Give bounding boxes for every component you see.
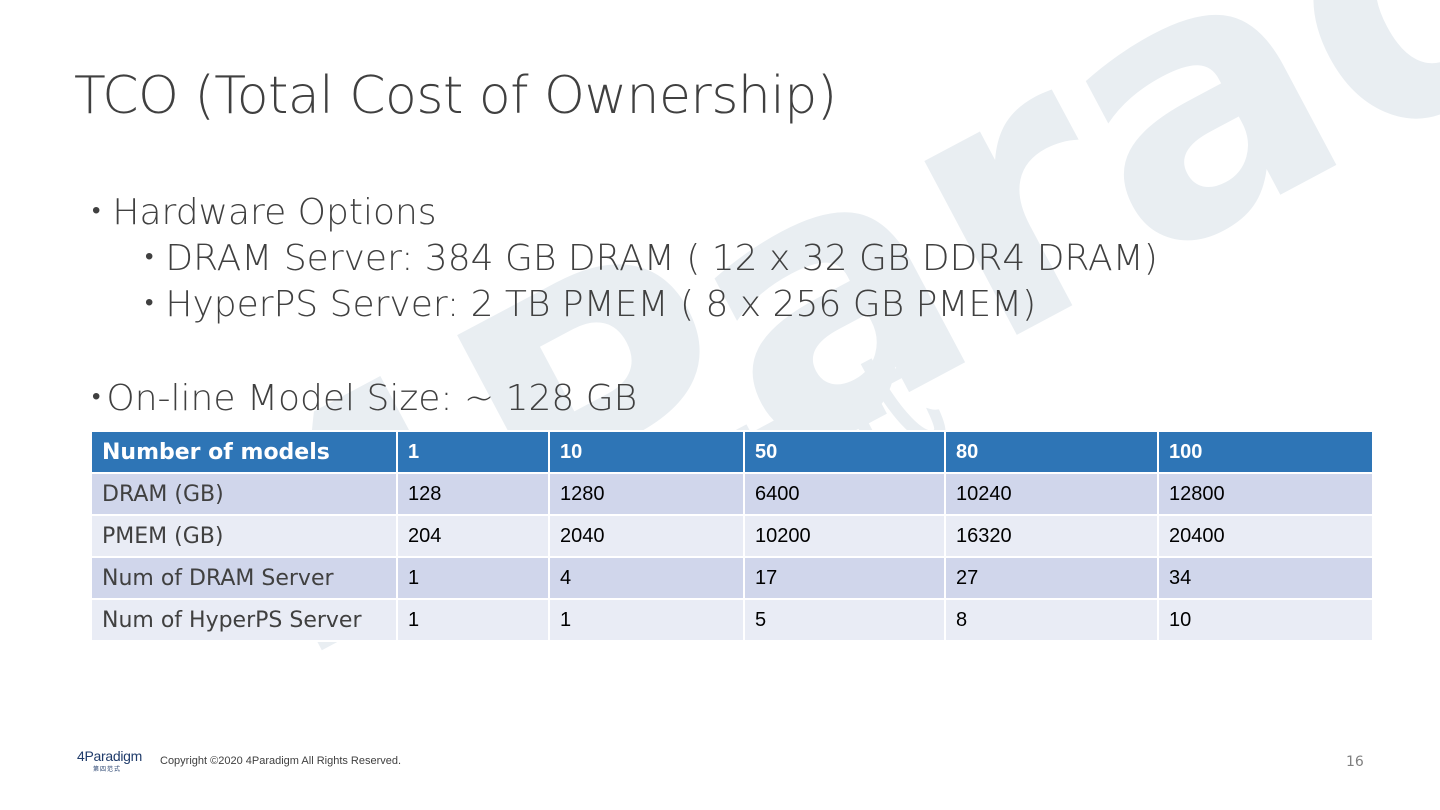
table-cell: 128 — [396, 472, 550, 516]
table-row: Num of DRAM Server 1 4 17 27 34 — [90, 556, 1374, 600]
table-header-row: Number of models 1 10 50 80 100 — [90, 430, 1374, 474]
table-cell: 1280 — [548, 472, 745, 516]
table-header-cell: 80 — [944, 430, 1159, 474]
logo-subtext: 第四范式 — [93, 766, 122, 773]
table-header-cell: 1 — [396, 430, 550, 474]
footer-logo: 4Paradigm 第四范式 — [77, 746, 143, 773]
bullet-glyph: • — [92, 382, 101, 410]
bullet-text: HyperPS Server: 2 TB PMEM ( 8 x 256 GB P… — [165, 284, 1037, 325]
table-cell: 1 — [548, 598, 745, 642]
page-number: 16 — [1346, 754, 1364, 770]
table-row: PMEM (GB) 204 2040 10200 16320 20400 — [90, 514, 1374, 558]
table-cell: 1 — [396, 598, 550, 642]
table-cell: 27 — [944, 556, 1159, 600]
row-label: Num of HyperPS Server — [90, 598, 398, 642]
models-table: Number of models 1 10 50 80 100 DRAM (GB… — [90, 430, 1374, 642]
slide-title: TCO (Total Cost of Ownership) — [74, 66, 837, 126]
bullet-text: DRAM Server: 384 GB DRAM ( 12 x 32 GB DD… — [165, 238, 1158, 279]
table-header-cell: 100 — [1157, 430, 1374, 474]
table-cell: 204 — [396, 514, 550, 558]
logo-text: 4Paradigm — [77, 748, 143, 764]
row-label: PMEM (GB) — [90, 514, 398, 558]
bullet-glyph: • — [92, 196, 101, 224]
bullet-hardware-options: • Hardware Options — [92, 192, 437, 233]
bullet-hyperps-server: • HyperPS Server: 2 TB PMEM ( 8 x 256 GB … — [145, 284, 1036, 325]
table-cell: 16320 — [944, 514, 1159, 558]
bullet-glyph: • — [145, 288, 154, 316]
table-cell: 8 — [944, 598, 1159, 642]
bullet-glyph: • — [145, 242, 154, 270]
table-header-cell: 50 — [743, 430, 946, 474]
bullet-model-size: • On-line Model Size: ~ 128 GB — [92, 378, 637, 419]
copyright-text: Copyright ©2020 4Paradigm All Rights Res… — [160, 755, 402, 767]
table-cell: 34 — [1157, 556, 1374, 600]
table-header-cell: Number of models — [90, 430, 398, 474]
table-row: DRAM (GB) 128 1280 6400 10240 12800 — [90, 472, 1374, 516]
table-cell: 10200 — [743, 514, 946, 558]
table-cell: 1 — [396, 556, 550, 600]
table-row: Num of HyperPS Server 1 1 5 8 10 — [90, 598, 1374, 642]
table-header-cell: 10 — [548, 430, 745, 474]
table-cell: 10 — [1157, 598, 1374, 642]
table-cell: 20400 — [1157, 514, 1374, 558]
bullet-dram-server: • DRAM Server: 384 GB DRAM ( 12 x 32 GB D… — [145, 238, 1158, 279]
bullet-text: On-line Model Size: ~ 128 GB — [106, 378, 638, 419]
row-label: DRAM (GB) — [90, 472, 398, 516]
table-cell: 10240 — [944, 472, 1159, 516]
table-cell: 6400 — [743, 472, 946, 516]
table-cell: 5 — [743, 598, 946, 642]
table-cell: 2040 — [548, 514, 745, 558]
table-cell: 4 — [548, 556, 745, 600]
row-label: Num of DRAM Server — [90, 556, 398, 600]
table-cell: 12800 — [1157, 472, 1374, 516]
table-cell: 17 — [743, 556, 946, 600]
bullet-text: Hardware Options — [112, 192, 437, 233]
